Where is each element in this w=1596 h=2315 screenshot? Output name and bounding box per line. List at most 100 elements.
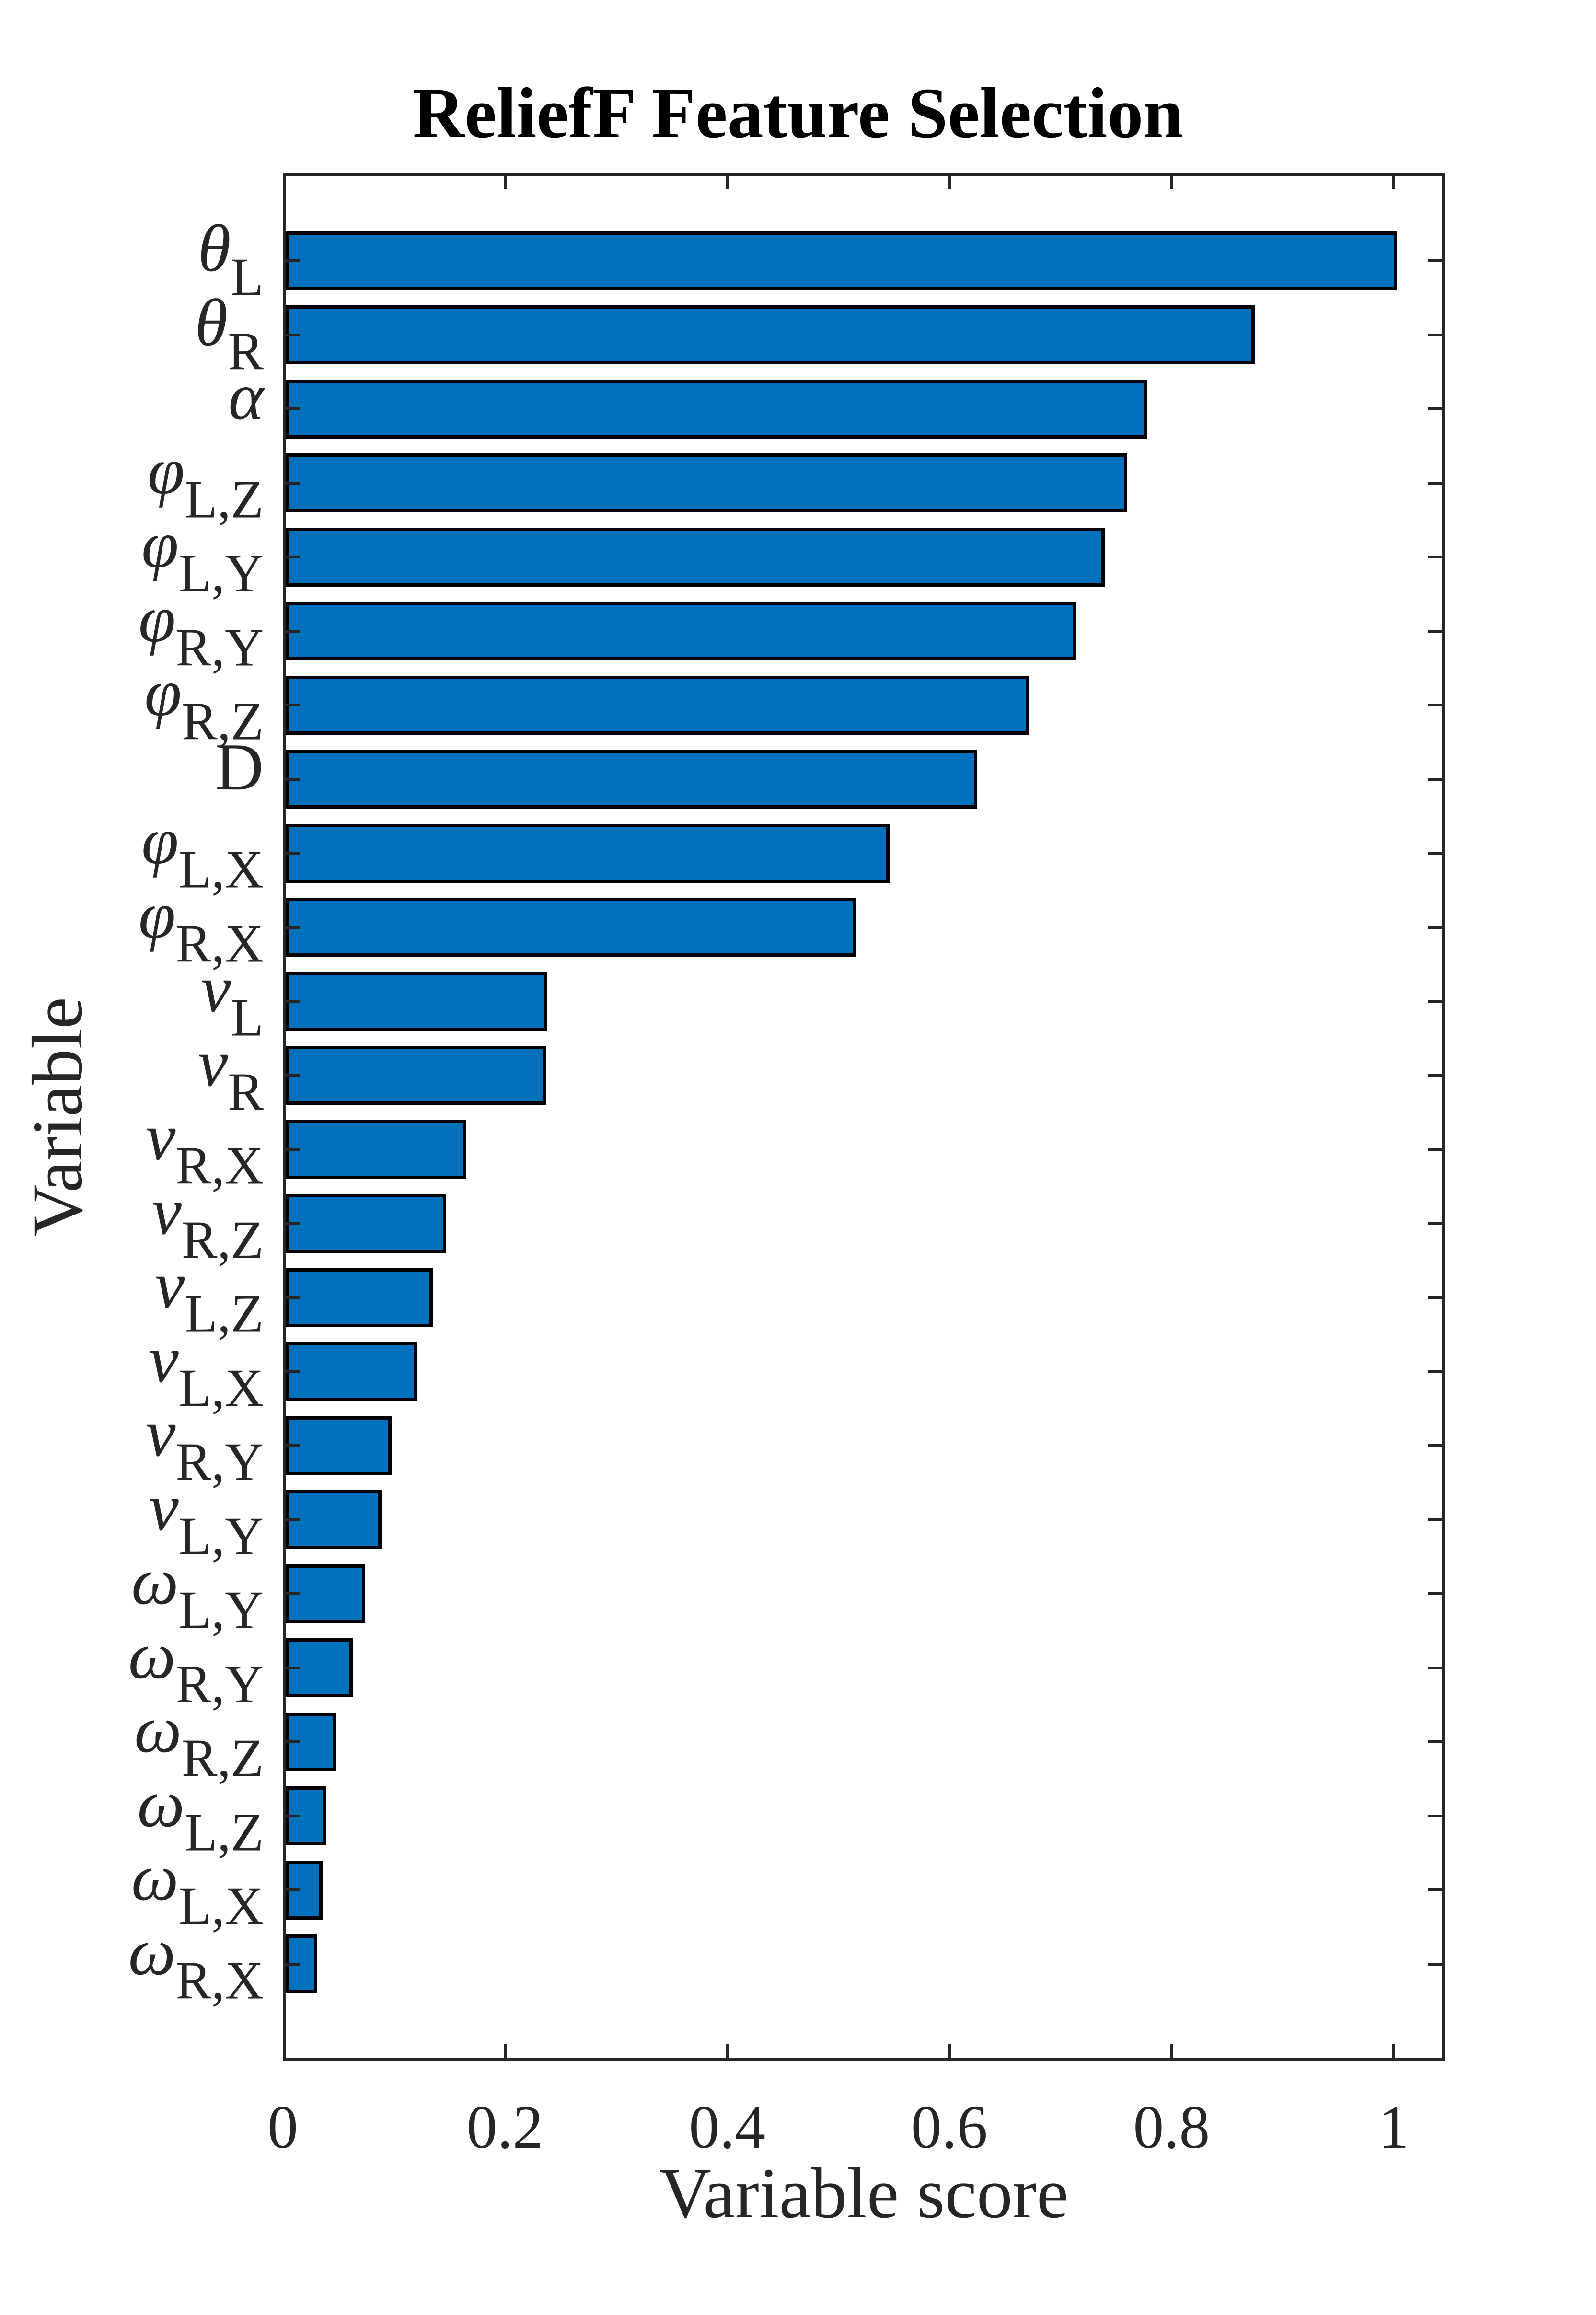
x-tick xyxy=(948,176,951,189)
y-tick xyxy=(286,333,300,336)
y-tick-label: ωL,X xyxy=(131,1840,264,1936)
bar xyxy=(286,1934,317,1993)
y-tick xyxy=(1428,926,1442,929)
y-tick xyxy=(286,777,300,781)
x-tick xyxy=(1392,176,1395,189)
y-tick-label: vL,Z xyxy=(155,1248,264,1344)
y-tick xyxy=(1428,259,1442,262)
y-tick xyxy=(1428,1444,1442,1447)
x-tick xyxy=(1392,2044,1395,2058)
y-tick xyxy=(1428,1740,1442,1743)
y-tick xyxy=(286,1888,300,1891)
x-tick xyxy=(948,2044,951,2058)
y-tick xyxy=(286,926,300,929)
y-tick-label: ωR,Y xyxy=(128,1618,264,1714)
y-tick-label: θR xyxy=(195,285,264,381)
bar xyxy=(286,305,1255,364)
y-tick xyxy=(286,1444,300,1447)
y-tick-label: φL,Y xyxy=(141,508,264,603)
x-tick-label: 0.2 xyxy=(466,2093,544,2161)
bar xyxy=(286,453,1127,512)
y-tick xyxy=(286,407,300,410)
y-tick-label: D xyxy=(215,729,264,804)
y-tick xyxy=(286,1000,300,1003)
y-tick-label: φR,X xyxy=(138,878,264,973)
y-tick xyxy=(286,556,300,558)
x-tick-label: 0 xyxy=(267,2093,298,2161)
y-tick xyxy=(1428,1518,1442,1521)
y-tick xyxy=(286,1592,300,1595)
y-tick xyxy=(286,1740,300,1743)
bar xyxy=(286,527,1105,587)
y-tick-label: ωR,X xyxy=(128,1914,264,2010)
x-tick xyxy=(726,2044,729,2058)
y-tick xyxy=(1428,777,1442,781)
bar xyxy=(286,1046,546,1105)
bar xyxy=(286,379,1147,439)
y-tick xyxy=(286,259,300,262)
y-tick xyxy=(1428,1814,1442,1817)
x-tick-label: 0.8 xyxy=(1133,2093,1210,2161)
bar xyxy=(286,898,856,957)
y-tick xyxy=(1428,1222,1442,1225)
y-tick-label: vL,X xyxy=(149,1322,264,1418)
bar xyxy=(286,1194,446,1253)
y-tick-label: ωL,Z xyxy=(137,1766,264,1862)
y-tick-label: ωL,Y xyxy=(131,1544,264,1640)
y-tick xyxy=(286,1296,300,1299)
y-tick-label: θL xyxy=(197,211,264,307)
y-tick xyxy=(1428,1000,1442,1003)
y-tick xyxy=(1428,1074,1442,1077)
y-tick xyxy=(1428,1962,1442,1966)
y-tick xyxy=(1428,556,1442,558)
y-tick-label: φR,Z xyxy=(144,656,264,752)
y-tick xyxy=(1428,629,1442,633)
x-tick xyxy=(1170,176,1173,189)
x-tick xyxy=(503,176,507,189)
y-tick xyxy=(1428,1296,1442,1299)
y-tick xyxy=(286,1370,300,1373)
y-tick-label: ωR,Z xyxy=(134,1692,264,1788)
x-tick-label: 1 xyxy=(1378,2093,1409,2161)
y-tick-label: φL,Z xyxy=(147,433,264,529)
y-tick xyxy=(1428,1148,1442,1151)
y-tick-label: φR,Y xyxy=(138,581,264,677)
y-tick xyxy=(286,1814,300,1817)
y-tick xyxy=(286,1962,300,1966)
bar xyxy=(286,1490,382,1549)
bar xyxy=(286,231,1397,290)
y-tick xyxy=(286,704,300,706)
bar xyxy=(286,1268,433,1327)
bar xyxy=(286,1120,466,1179)
y-tick-label: vL xyxy=(201,952,264,1048)
y-tick-label: α xyxy=(228,359,264,434)
y-tick xyxy=(286,1222,300,1225)
bar xyxy=(286,1342,417,1401)
bar xyxy=(286,750,977,809)
y-tick xyxy=(1428,852,1442,855)
bar xyxy=(286,675,1029,735)
y-axis-title: Variable xyxy=(18,997,97,1237)
y-tick xyxy=(286,629,300,633)
y-tick xyxy=(1428,704,1442,706)
y-tick xyxy=(286,1074,300,1077)
y-tick-label: vL,Y xyxy=(149,1470,264,1566)
x-tick xyxy=(503,2044,507,2058)
x-tick-label: 0.4 xyxy=(689,2093,766,2161)
y-tick xyxy=(1428,407,1442,410)
y-tick-label: vR,Z xyxy=(151,1174,264,1270)
chart-title: ReliefF Feature Selection xyxy=(413,73,1183,153)
y-tick-label: φL,X xyxy=(141,804,264,900)
y-tick xyxy=(286,1148,300,1151)
y-tick xyxy=(286,481,300,485)
x-axis-title: Variable score xyxy=(659,2153,1069,2233)
y-tick xyxy=(1428,1370,1442,1373)
y-tick-label: vR,X xyxy=(146,1100,264,1196)
y-tick xyxy=(1428,1592,1442,1595)
y-tick xyxy=(286,852,300,855)
plot-area xyxy=(283,173,1445,2061)
x-tick xyxy=(1170,2044,1173,2058)
y-tick xyxy=(286,1666,300,1669)
y-tick xyxy=(1428,333,1442,336)
bar xyxy=(286,823,890,883)
